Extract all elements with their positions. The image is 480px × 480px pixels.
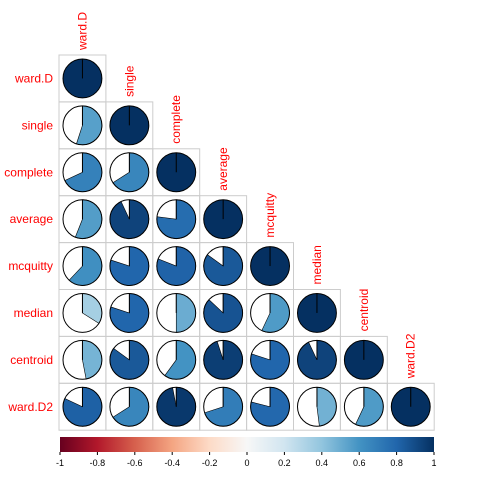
pie-outline	[203, 386, 244, 427]
column-label: centroid	[357, 289, 371, 332]
pie-outline	[343, 386, 384, 427]
pie-outline	[62, 58, 103, 99]
column-label: median	[310, 245, 324, 284]
pie-slice	[82, 340, 103, 380]
pie-outline	[109, 293, 150, 333]
colorbar-gradient	[60, 437, 434, 452]
pie-outline	[203, 339, 244, 380]
pie-outline	[156, 246, 197, 286]
colorbar-tick-label: -0.6	[127, 458, 143, 468]
column-label: ward.D2	[404, 333, 418, 379]
row-labels: ward.D single complete average mcquitty media…	[4, 71, 53, 413]
row-label: complete	[4, 165, 53, 179]
pie-outline	[203, 199, 244, 240]
pie-outline	[109, 246, 150, 286]
pie-outline	[62, 246, 103, 286]
row-label: ward.D	[14, 71, 53, 85]
pie-outline	[62, 339, 103, 380]
column-labels: ward.D single complete average mcquitty media…	[75, 12, 417, 380]
column-label: ward.D	[75, 12, 89, 51]
column-label: complete	[169, 95, 183, 144]
pie-outline	[250, 386, 290, 427]
row-label: single	[22, 118, 54, 132]
pie-slice	[175, 293, 196, 333]
colorbar-tick-label: -0.8	[90, 458, 106, 468]
row-label: ward.D2	[7, 400, 53, 414]
pie-outline	[62, 293, 103, 333]
pie-outline	[109, 386, 150, 427]
pie-slice	[316, 386, 337, 427]
column-label: average	[216, 147, 230, 191]
row-label: mcquitty	[8, 259, 53, 273]
colorbar-tick-label: 0.6	[353, 458, 366, 468]
pie-outline	[109, 105, 150, 146]
pie-outline	[62, 152, 103, 193]
column-label: mcquitty	[263, 193, 277, 238]
row-label: median	[14, 306, 53, 320]
pie-outline	[250, 246, 290, 286]
pie-outline	[156, 152, 197, 193]
pie-outline	[109, 339, 150, 380]
pie-outline	[62, 199, 103, 240]
colorbar-tick-label: 0.4	[316, 458, 329, 468]
pie-outline	[297, 293, 337, 333]
pie-outline	[156, 293, 197, 333]
pie-outline	[62, 386, 103, 427]
column-label: single	[122, 65, 136, 97]
pie-outline	[109, 199, 150, 240]
pie-outline	[390, 386, 431, 427]
pie-outline	[250, 293, 290, 333]
colorbar-tick-label: -1	[56, 458, 64, 468]
pie-outline	[203, 246, 244, 286]
colorbar	[60, 437, 434, 452]
pie-outline	[297, 386, 337, 427]
pie-outline	[203, 293, 244, 333]
pie-outline	[62, 105, 103, 146]
colorbar-tick-label: 1	[431, 458, 436, 468]
pie-outline	[156, 339, 197, 380]
colorbar-ticks: -1 -0.8 -0.6 -0.4 -0.2 0 0.2 0.4 0.6 0.8 1	[56, 452, 437, 468]
row-label: average	[10, 212, 54, 226]
colorbar-tick-label: 0	[244, 458, 249, 468]
row-label: centroid	[10, 353, 53, 367]
pie-outline	[297, 339, 337, 380]
pie-outline	[109, 152, 150, 193]
grid	[58, 54, 435, 431]
colorbar-tick-label: -0.4	[164, 458, 180, 468]
colorbar-tick-label: 0.8	[390, 458, 403, 468]
pie-outline	[343, 339, 384, 380]
grid-cell	[386, 382, 435, 431]
colorbar-tick-label: 0.2	[278, 458, 291, 468]
pies	[62, 58, 431, 427]
colorbar-tick-label: -0.2	[202, 458, 218, 468]
pie-outline	[156, 386, 197, 427]
pie-outline	[156, 199, 197, 240]
pie-outline	[250, 339, 290, 380]
